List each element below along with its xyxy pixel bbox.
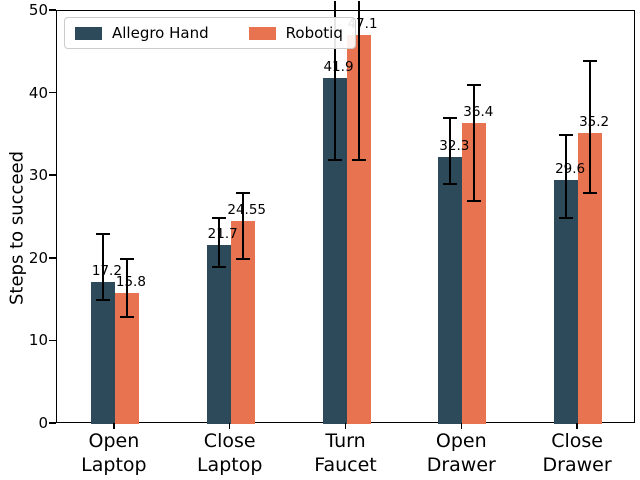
error-bar-cap-bottom (235, 257, 250, 260)
x-tick-label-line: Open (435, 430, 487, 452)
legend-swatch-allegro-hand (75, 26, 102, 40)
y-tick-label: 30 (28, 166, 48, 185)
x-tick-label-line: Laptop (196, 454, 263, 476)
error-bar-cap-top (467, 84, 482, 87)
bar-allegro-hand (90, 281, 115, 424)
x-tick-mark (576, 423, 578, 429)
value-label: 24.55 (227, 202, 267, 219)
error-bar-line (357, 1, 360, 160)
error-bar-cap-top (559, 133, 574, 136)
error-bar-cap-bottom (119, 315, 134, 318)
bar-allegro-hand (554, 179, 579, 424)
value-label: 35.2 (579, 114, 610, 131)
x-tick-label-line: Drawer (426, 454, 496, 476)
error-bar-cap-top (95, 233, 110, 236)
x-tick-label: Turn Faucet (314, 429, 376, 477)
y-tick-label: 0 (38, 414, 48, 432)
error-bar-cap-top (235, 191, 250, 194)
error-bar-cap-bottom (583, 191, 598, 194)
value-label: 32.3 (439, 138, 470, 155)
y-tick-mark (49, 9, 56, 11)
error-bar-cap-bottom (443, 183, 458, 186)
y-tick-mark (49, 257, 56, 259)
x-tick-label: Close Drawer (543, 429, 612, 477)
error-bar-cap-bottom (211, 266, 226, 269)
x-tick-mark (344, 423, 347, 429)
error-bar-cap-bottom (559, 216, 574, 219)
x-tick-mark (460, 423, 463, 429)
x-tick-label: Close Laptop (197, 429, 262, 477)
y-tick-mark (49, 422, 56, 424)
value-label: 15.8 (115, 274, 146, 291)
y-tick-label: 20 (28, 248, 48, 267)
x-tick-mark (113, 423, 115, 429)
legend-item-allegro-hand: Allegro Hand (75, 24, 209, 42)
error-bar-line (589, 60, 592, 193)
x-tick-label: Open Drawer (427, 429, 496, 477)
y-tick-label: 50 (28, 1, 48, 19)
value-label: 21.7 (207, 225, 238, 242)
y-tick-mark (49, 339, 56, 342)
error-bar-cap-bottom (467, 199, 482, 202)
x-tick-label-line: Open (88, 430, 140, 452)
legend-item-robotiq: Robotiq (248, 24, 343, 42)
error-bar-line (449, 118, 452, 185)
x-tick-label: Open Laptop (81, 429, 146, 477)
error-bar-line (565, 134, 568, 218)
error-bar-line (217, 217, 220, 268)
error-bar-cap-bottom (327, 158, 342, 161)
error-bar-cap-bottom (351, 158, 366, 161)
legend: Allegro Hand Robotiq (64, 17, 356, 49)
error-bar-cap-top (119, 257, 134, 260)
y-tick-label: 40 (28, 83, 48, 102)
error-bar-cap-top (211, 216, 226, 219)
y-tick-label: 10 (28, 331, 48, 350)
x-tick-label-line: Close (203, 430, 256, 452)
error-bar-cap-top (443, 117, 458, 120)
bar-allegro-hand (438, 157, 463, 424)
error-bar-line (473, 85, 476, 201)
y-tick-mark (49, 91, 56, 94)
error-bar-line (241, 192, 244, 259)
y-tick-mark (49, 174, 56, 176)
x-tick-label-line: Drawer (542, 454, 612, 476)
error-bar-cap-top (583, 59, 598, 62)
bar-allegro-hand (206, 244, 231, 424)
error-bar-line (125, 258, 128, 317)
error-bar-line (333, 1, 336, 160)
legend-swatch-robotiq (248, 26, 276, 40)
plot-area: 17.2 21.7 41.9 32.3 29.6 15.8 24.55 47.1 36.4 35.… (56, 1, 635, 424)
legend-label-robotiq: Robotiq (285, 24, 343, 42)
x-tick-label-line: Laptop (81, 454, 147, 476)
value-label: 36.4 (463, 104, 494, 121)
value-label: 17.2 (91, 262, 122, 279)
legend-label-allegro-hand: Allegro Hand (112, 24, 209, 42)
value-label: 41.9 (323, 58, 354, 75)
error-bar-cap-bottom (95, 299, 110, 302)
x-tick-label-line: Faucet (314, 454, 377, 476)
value-label: 29.6 (555, 160, 586, 177)
x-tick-label-line: Turn (325, 430, 366, 452)
error-bar-line (101, 234, 104, 301)
x-tick-mark (228, 423, 231, 429)
x-tick-label-line: Close (551, 430, 603, 452)
